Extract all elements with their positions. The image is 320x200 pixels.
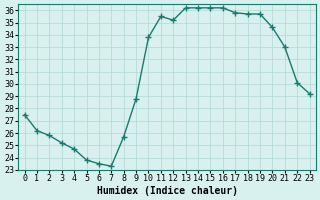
X-axis label: Humidex (Indice chaleur): Humidex (Indice chaleur) [97, 186, 237, 196]
